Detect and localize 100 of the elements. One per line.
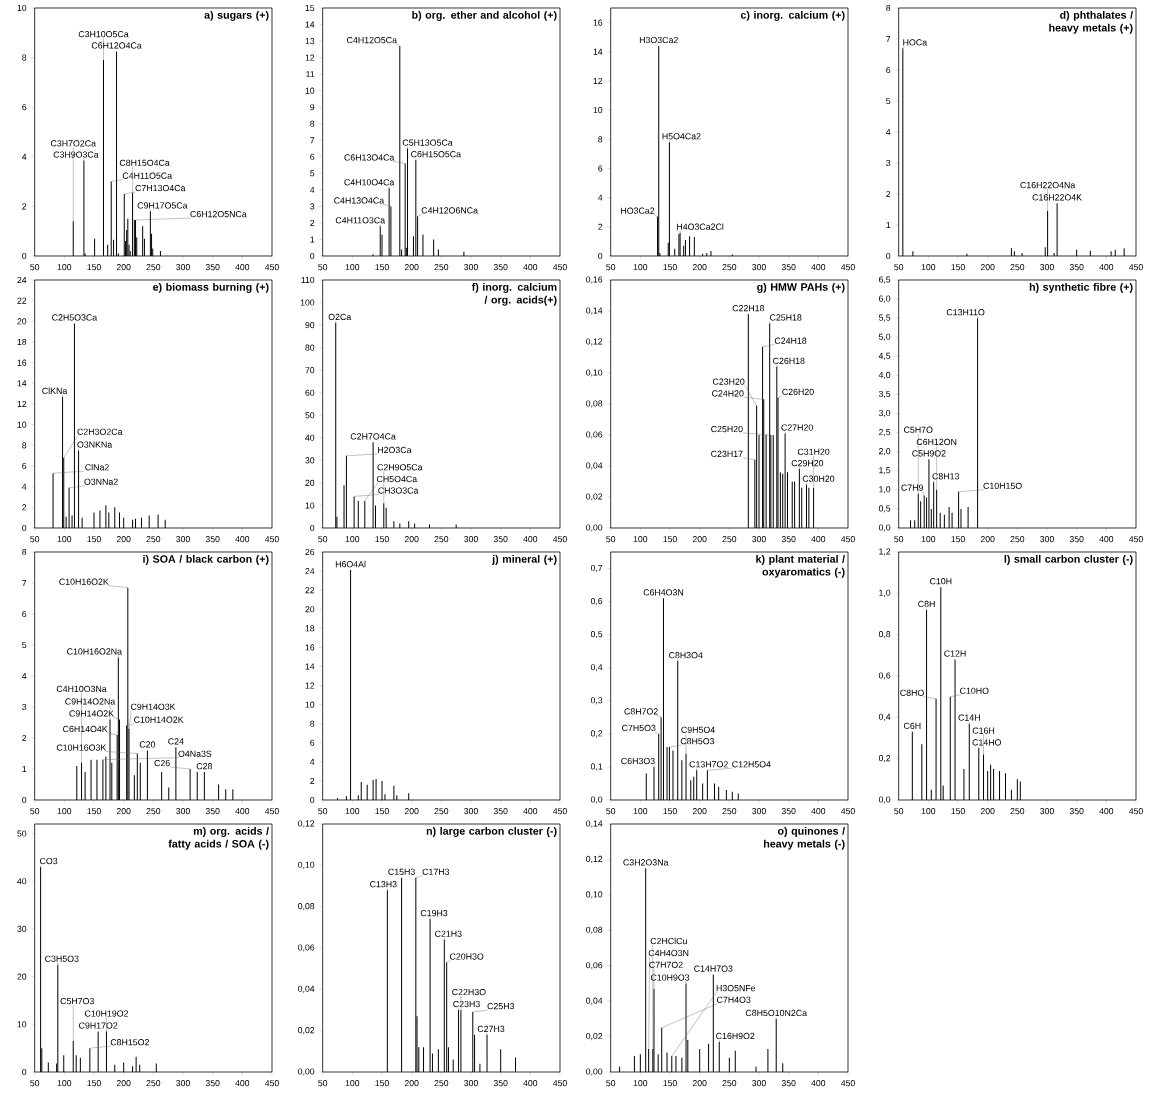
annotation: C9H17O2 [79,1022,118,1029]
x-tick-label: 450 [1128,264,1143,271]
x-tick-label: 100 [57,536,72,543]
y-tick-label: 0,4 [878,713,891,721]
x-tick-label: 250 [722,536,737,543]
y-tick-label: 11 [306,71,315,78]
x-tick-label: 50 [318,264,328,271]
y-tick-label: 7 [310,137,315,144]
y-tick-label: 3,5 [878,390,891,399]
y-tick-label: 8 [22,54,27,61]
annotation: C16H22O4K [1032,194,1082,201]
x-tick-label: 450 [840,808,855,815]
annotation: C29H20 [791,460,824,467]
x-tick-label: 250 [146,536,161,543]
annotation: C24H20 [712,390,744,397]
x-tick-label: 250 [434,808,449,815]
x-tick-label: 200 [404,536,419,543]
x-tick-label: 50 [30,536,40,543]
x-tick-label: 400 [811,264,826,271]
annotation: CH3O3Ca [378,487,419,494]
y-tick-label: 3 [310,203,315,210]
x-tick-label: 200 [404,808,419,815]
x-tick-label: 400 [235,264,250,271]
y-tick-label: 16 [593,19,603,26]
x-tick-label: 200 [116,536,131,543]
y-tick-label: 2 [598,223,603,230]
annotation: C7H13O4Ca [135,184,186,192]
y-tick-label: 3 [886,159,891,167]
annotation: C2H5O3Ca [52,314,98,321]
y-tick-label: 18 [17,338,27,346]
annotation: C2H9O5Ca [377,464,423,471]
y-tick-label: 50 [17,830,27,837]
annotation: C26H20 [782,388,814,395]
chart-title: j) mineral (+) [492,554,557,565]
y-tick-label: 14 [17,380,27,387]
y-tick-label: 24 [305,568,315,575]
x-tick-label: 400 [523,536,538,543]
y-tick-label: 15 [305,4,315,12]
annotation: C25H3 [487,1003,515,1010]
y-tick-label: 20 [305,479,315,486]
x-tick-label: 200 [980,536,995,543]
chart-title: c) inorg. calcium (+) [740,10,845,21]
y-tick-label: 4 [886,129,891,135]
y-tick-label: 0,04 [298,985,315,993]
x-tick-label: 150 [87,536,101,543]
x-tick-label: 150 [663,1080,677,1087]
annotation: CO3 [40,857,58,865]
x-tick-label: 200 [116,264,131,271]
y-tick-label: 0,04 [586,462,603,470]
x-tick-label: 400 [811,1080,826,1087]
y-tick-label: 12 [17,400,27,408]
x-tick-label: 50 [606,1080,616,1087]
x-tick-label: 200 [404,1080,419,1087]
y-tick-label: 50 [305,412,315,419]
x-tick-label: 300 [464,264,478,271]
x-tick-label: 400 [235,536,250,543]
x-tick-label: 50 [894,264,904,271]
annotation: C8H3O4 [669,652,703,659]
y-tick-label: 2 [22,203,27,210]
y-tick-label: 8 [598,136,603,143]
y-tick-label: 14 [305,663,315,670]
annotation: C20H3O [450,953,484,960]
y-tick-label: 80 [305,344,315,351]
y-tick-label: 0,4 [590,664,603,672]
y-tick-label: 20 [17,973,27,980]
x-tick-label: 100 [345,264,360,271]
y-tick-label: 8 [22,442,27,449]
x-tick-label: 300 [176,1080,190,1087]
annotation: H5O4Ca2 [662,133,701,140]
annotation: C6H12ON [916,438,957,446]
y-tick-label: 0 [22,524,27,532]
annotation: C16H9O2 [716,1032,755,1040]
annotation: H6O4Al [335,560,366,568]
x-tick-label: 400 [811,808,826,815]
y-tick-label: 0 [598,252,603,260]
x-tick-label: 100 [345,808,360,815]
x-tick-label: 150 [87,808,101,815]
annotation: C15H3 [388,868,415,875]
x-tick-label: 200 [980,808,995,815]
x-tick-label: 350 [781,264,796,271]
y-tick-label: 0,16 [586,276,603,284]
x-tick-label: 450 [1128,536,1143,543]
y-tick-label: 4 [22,153,27,160]
annotation: C6H15O5Ca [411,151,462,158]
y-tick-label: 0,1 [590,763,603,771]
y-tick-label: 0,04 [586,997,603,1005]
annotation: C24 [168,738,184,745]
x-tick-label: 350 [205,536,220,543]
x-tick-label: 350 [493,264,508,271]
y-tick-label: 0,12 [586,855,603,864]
y-tick-label: 1,5 [879,467,891,475]
x-tick-label: 250 [146,1080,161,1087]
y-tick-label: 5,5 [878,314,891,322]
annotation: C7H5O3 [622,724,656,732]
annotation: C8HO [900,689,924,696]
y-tick-label: 6,5 [879,276,891,284]
x-tick-label: 350 [781,536,796,543]
x-tick-label: 50 [606,808,616,815]
y-tick-label: 20 [305,606,315,613]
y-tick-label: 5 [22,641,27,649]
